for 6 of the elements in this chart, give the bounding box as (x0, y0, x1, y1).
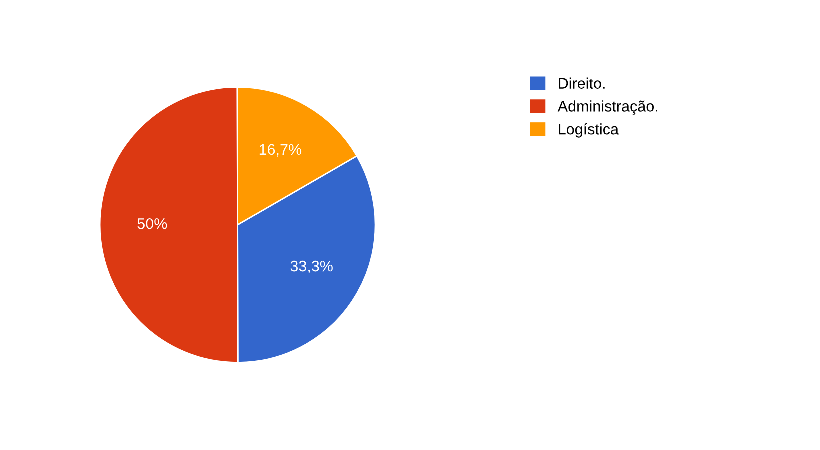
data-label: 16,7% (260, 144, 302, 157)
data-label: 33,3% (290, 260, 333, 274)
legend-label: Logística (559, 123, 619, 138)
data-label: 50% (138, 218, 168, 230)
legend-label: Direito. (559, 78, 605, 89)
legend-label: Administração. (558, 100, 658, 115)
